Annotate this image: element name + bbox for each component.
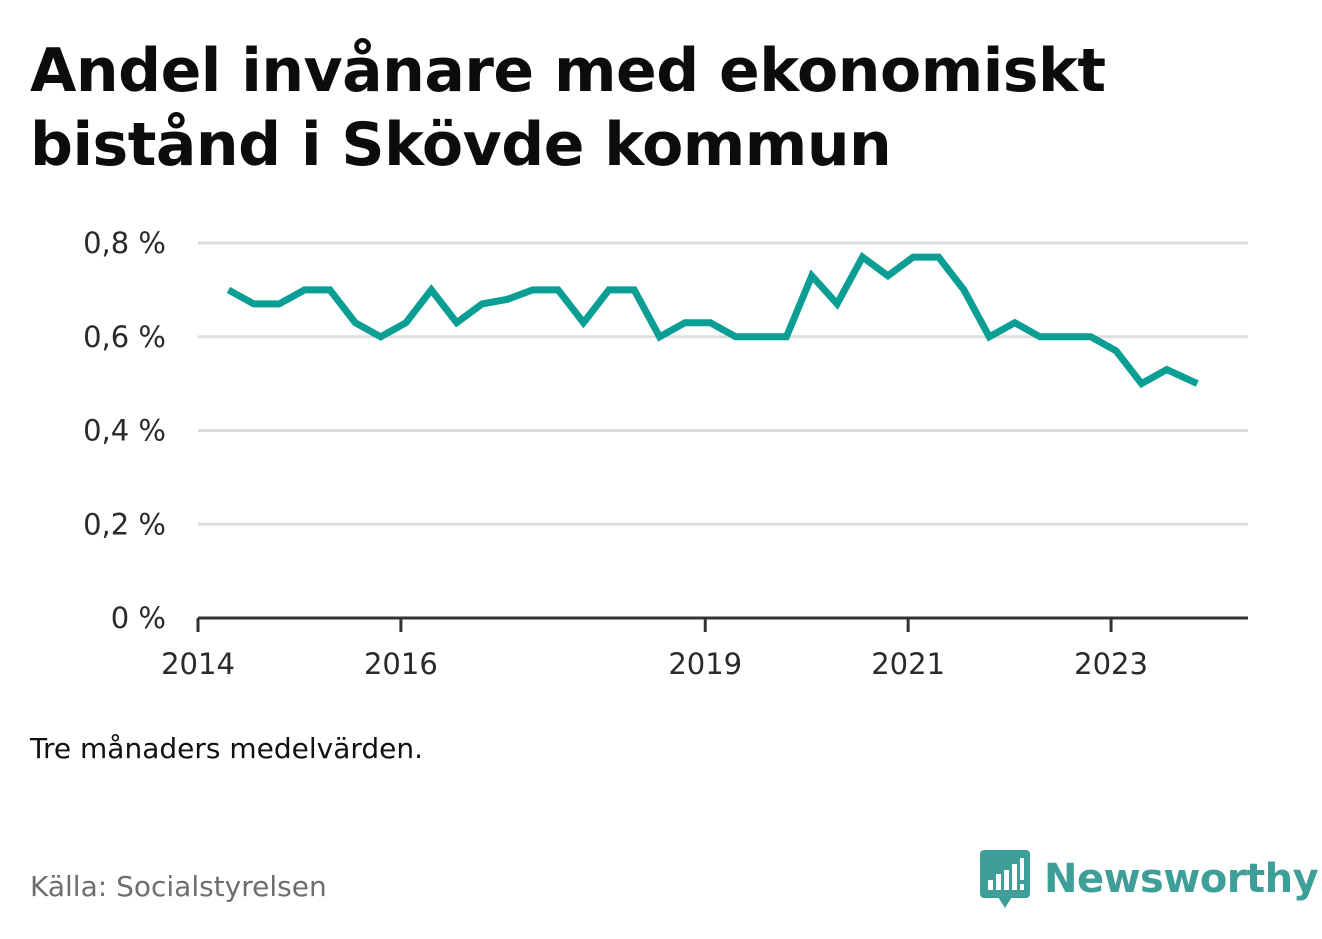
data-point [1090,336,1091,337]
data-point [862,257,863,258]
data-point [786,336,787,337]
data-point [989,336,990,337]
x-tick-label: 2019 [668,647,742,681]
data-point [304,289,305,290]
data-point [405,322,406,323]
data-point [963,289,964,290]
data-point [532,289,533,290]
data-point [228,289,229,290]
data-point [938,257,939,258]
data-point [456,322,457,323]
data-point [431,289,432,290]
data-point [684,322,685,323]
data-point [608,289,609,290]
data-point [507,299,508,300]
x-tick-label: 2014 [161,647,235,681]
data-point [659,336,660,337]
x-tick-label: 2016 [364,647,438,681]
gridlines [198,243,1248,524]
data-point [761,336,762,337]
data-point [558,289,559,290]
line-chart: 0 % 0,2 % 0,4 % 0,6 % 0,8 % 2014 2016 2019 2021… [0,200,1322,700]
x-tick-label: 2021 [871,647,945,681]
data-point [1065,336,1066,337]
bar-chart-speech-bubble-icon [980,850,1030,908]
x-tick-label: 2023 [1074,647,1148,681]
brand-logo[interactable]: Newsworthy [980,850,1318,908]
data-point [583,322,584,323]
y-tick-label: 0,4 % [83,414,166,448]
data-point [837,303,838,304]
data-point [380,336,381,337]
data-point [1141,383,1142,384]
y-tick-label: 0,6 % [83,320,166,354]
y-axis-labels: 0 % 0,2 % 0,4 % 0,6 % 0,8 % [83,226,166,635]
data-point [710,322,711,323]
chart-note: Tre månaders medelvärden. [30,732,423,765]
data-point [1014,322,1015,323]
x-axis: 2014 2016 2019 2021 2023 [161,618,1248,681]
data-point [1166,369,1167,370]
data-point [355,322,356,323]
data-point [887,275,888,276]
y-tick-label: 0,8 % [83,226,166,260]
chart-title: Andel invånare med ekonomiskt bistånd i … [30,34,1290,182]
y-tick-label: 0 % [111,601,166,635]
data-point [482,303,483,304]
data-point [913,257,914,258]
data-point [1040,336,1041,337]
data-point [1197,383,1198,384]
y-tick-label: 0,2 % [83,507,166,541]
data-point [634,289,635,290]
data-point [329,289,330,290]
data-point [253,303,254,304]
data-point [1116,350,1117,351]
data-point [735,336,736,337]
series-line [228,257,1197,384]
brand-name: Newsworthy [1044,856,1318,902]
data-point [811,275,812,276]
source-credit: Källa: Socialstyrelsen [30,870,327,903]
series-layer [228,257,1198,385]
data-point [279,303,280,304]
